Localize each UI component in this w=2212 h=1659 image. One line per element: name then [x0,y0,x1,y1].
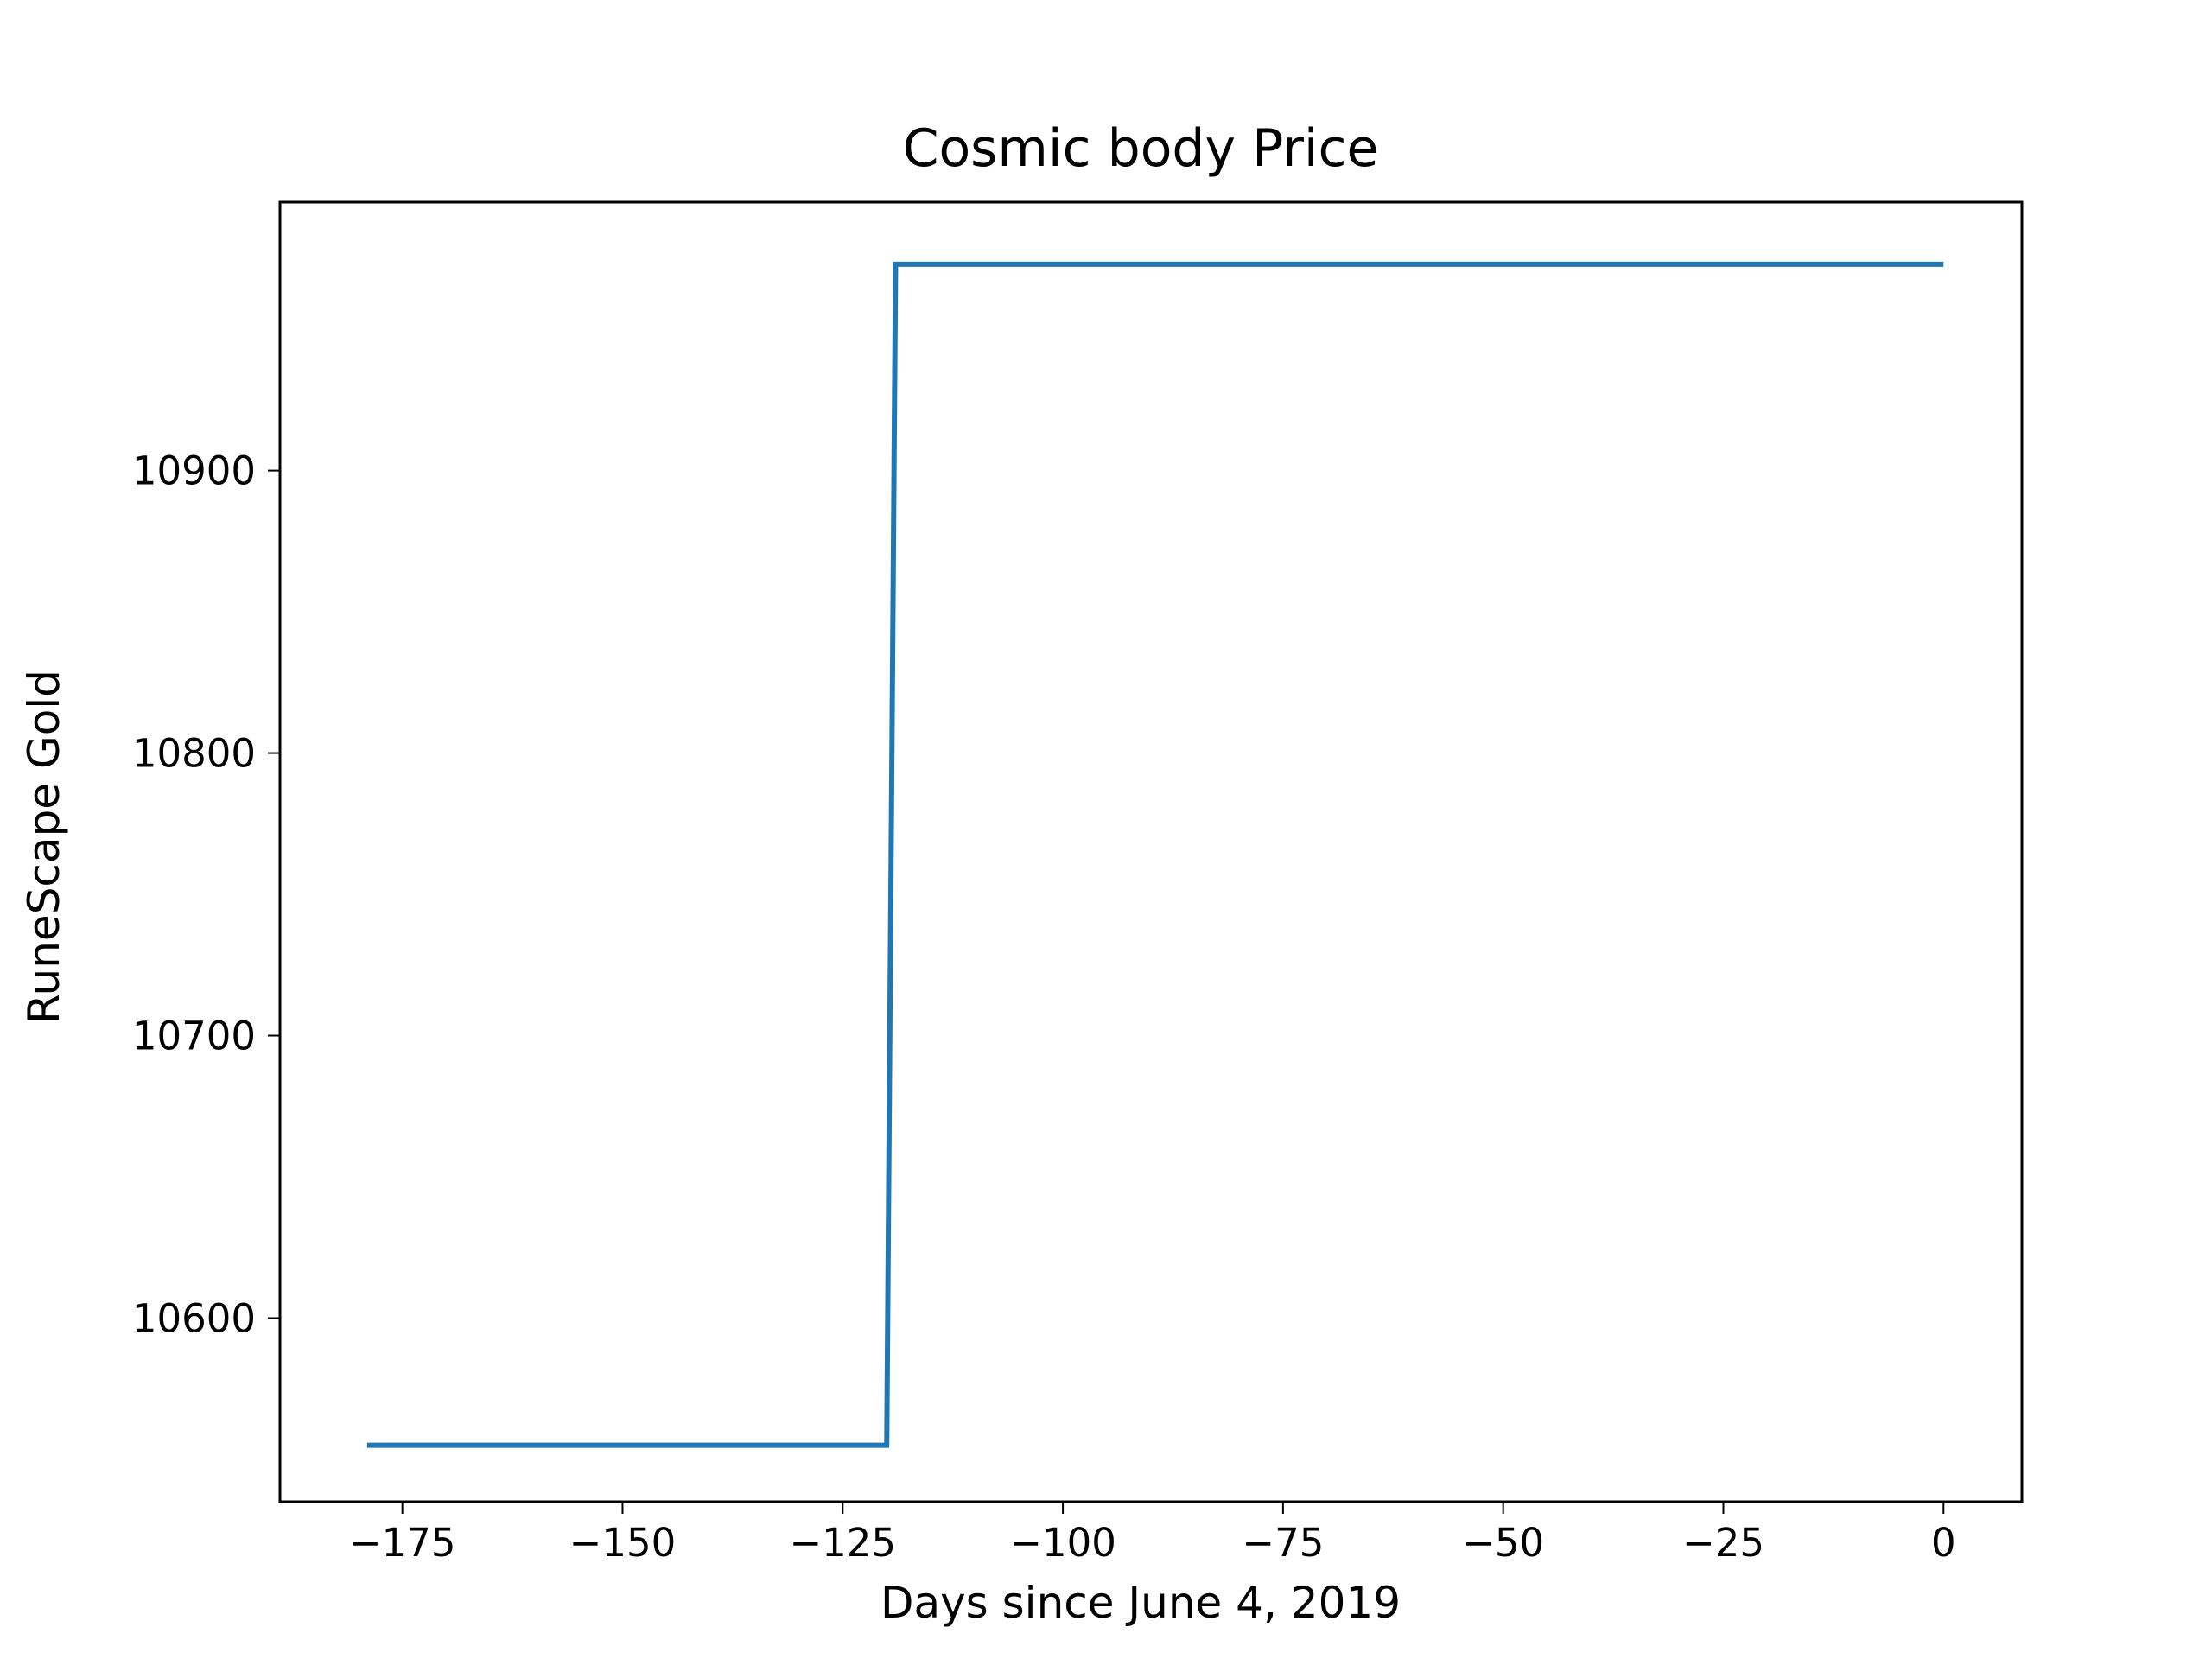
x-tick-label: −50 [1462,1520,1544,1566]
x-tick-label: −175 [349,1520,456,1566]
x-tick-label: −25 [1682,1520,1764,1566]
price-series-line [366,261,1944,1448]
x-tick-label: −125 [789,1520,896,1566]
x-tick-label: −150 [569,1520,677,1566]
y-tick-label: 10900 [132,448,256,494]
y-tick-label: 10700 [132,1014,256,1059]
x-axis-ticks: −175 −150 −125 −100 −75 −50 −25 0 [349,1502,1956,1566]
x-tick-label: −75 [1242,1520,1324,1566]
y-axis-title: RuneScape Gold [19,670,69,1024]
x-tick-label: 0 [1931,1520,1956,1566]
plot-frame [278,200,2024,1503]
plot-area: −175 −150 −125 −100 −75 −50 −25 0 10600 10700 108… [132,200,2024,1566]
x-tick-label: −100 [1009,1520,1116,1566]
y-axis-ticks: 10600 10700 10800 10900 [132,448,280,1341]
x-axis-title: Days since June 4, 2019 [880,1578,1401,1628]
y-tick-label: 10800 [132,731,256,777]
y-tick-label: 10600 [132,1295,256,1341]
chart-title: Cosmic body Price [903,118,1379,179]
